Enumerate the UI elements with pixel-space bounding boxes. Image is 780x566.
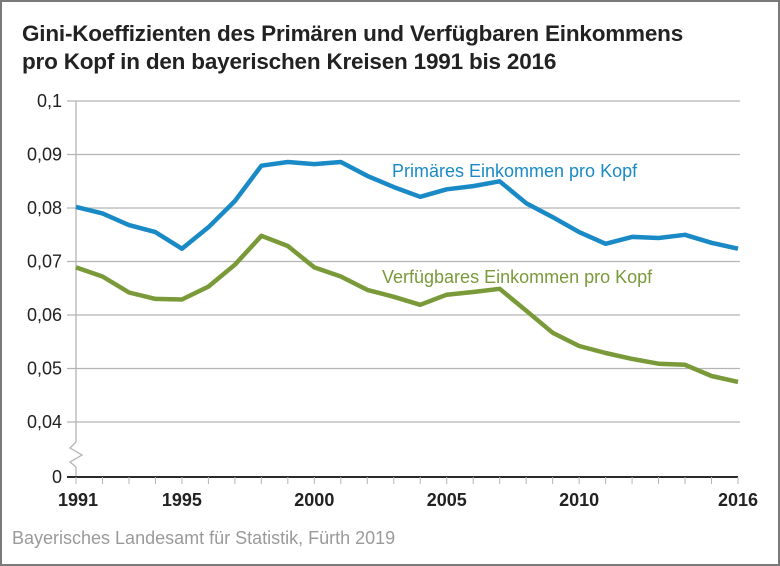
x-tick-label: 2005: [427, 490, 467, 510]
gridlines: [67, 100, 740, 423]
source-note: Bayerisches Landesamt für Statistik, Für…: [12, 528, 396, 548]
x-tick-label: 1995: [162, 490, 202, 510]
series-line-primary-income: [75, 159, 739, 251]
y-tick-label: 0,06: [27, 305, 62, 325]
axis-break-icon: [68, 441, 84, 468]
x-tick-labels: 1991 1995 2000 2005 2010 2016: [58, 490, 758, 510]
y-tick-label: 0,1: [37, 91, 62, 111]
series-lines: [75, 159, 739, 385]
series-label-disposable-income: Verfügbares Einkommen pro Kopf: [382, 267, 653, 287]
series-label-primary-income: Primäres Einkommen pro Kopf: [392, 161, 638, 181]
x-tick-label: 2000: [294, 490, 334, 510]
x-tick-label: 2016: [718, 490, 758, 510]
y-tick-label: 0,04: [27, 412, 62, 432]
y-tick-label: 0,05: [27, 359, 62, 379]
axes: [67, 101, 739, 484]
x-tick-label: 1991: [58, 490, 98, 510]
y-tick-label: 0,09: [27, 145, 62, 165]
series-line-disposable-income: [75, 233, 739, 385]
x-tick-label: 2010: [559, 490, 599, 510]
chart-title-line-2: pro Kopf in den bayerischen Kreisen 1991…: [22, 49, 557, 74]
chart-title-line-1: Gini-Koeffizienten des Primären und Verf…: [22, 21, 684, 46]
y-tick-label: 0,08: [27, 198, 62, 218]
series-labels: Primäres Einkommen pro Kopf Verfügbares E…: [382, 161, 653, 287]
y-tick-label: 0: [52, 467, 62, 487]
chart-title: Gini-Koeffizienten des Primären und Verf…: [22, 20, 762, 76]
y-tick-labels: 0 0,04 0,05 0,06 0,07 0,08 0,09 0,1: [27, 91, 62, 487]
y-tick-label: 0,07: [27, 252, 62, 272]
